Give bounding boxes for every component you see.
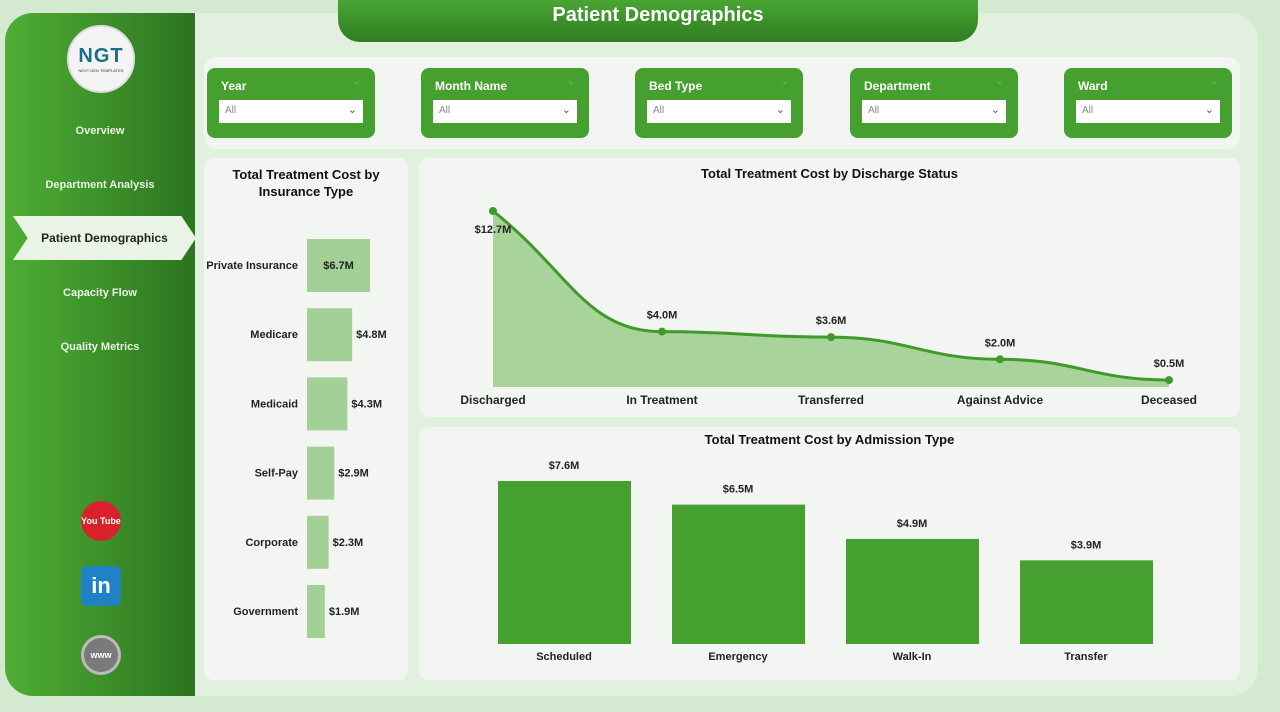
logo-subtitle: NEXT GEN TEMPLATES	[78, 68, 124, 73]
chevron-down-icon[interactable]: ⌄	[566, 76, 575, 87]
chevron-down-icon[interactable]: ⌄	[352, 76, 361, 87]
filter-label: Department	[864, 79, 931, 93]
filter-value: All	[653, 105, 665, 116]
filter-year[interactable]: Year ⌄ All ⌄	[207, 68, 375, 138]
sidebar: NGT NEXT GEN TEMPLATES Overview Departmen…	[5, 13, 196, 696]
filter-department[interactable]: Department ⌄ All ⌄	[850, 68, 1018, 138]
filter-dropdown[interactable]: All ⌄	[433, 100, 577, 123]
chevron-down-icon: ⌄	[561, 104, 571, 116]
filter-value: All	[1082, 105, 1094, 116]
filter-value: All	[439, 105, 451, 116]
chevron-down-icon[interactable]: ⌄	[995, 76, 1004, 87]
linkedin-icon[interactable]: in	[81, 566, 121, 606]
admission-chart-panel: Total Treatment Cost by Admission Type	[419, 427, 1240, 680]
sidebar-item-quality-metrics[interactable]: Quality Metrics	[60, 341, 140, 353]
filter-bed-type[interactable]: Bed Type ⌄ All ⌄	[635, 68, 803, 138]
page-title: Patient Demographics	[338, 0, 978, 42]
insurance-chart-panel: Total Treatment Cost by Insurance Type	[204, 158, 408, 680]
sidebar-item-patient-demographics[interactable]: Patient Demographics	[13, 216, 196, 260]
chevron-down-icon[interactable]: ⌄	[780, 76, 789, 87]
filter-label: Bed Type	[649, 79, 703, 93]
chevron-down-icon[interactable]: ⌄	[1209, 76, 1218, 87]
filter-dropdown[interactable]: All ⌄	[647, 100, 791, 123]
filter-label: Ward	[1078, 79, 1108, 93]
chart-title: Total Treatment Cost by Admission Type	[704, 432, 955, 447]
filter-label: Month Name	[435, 79, 507, 93]
chart-title: Total Treatment Cost by Insurance Type	[232, 167, 380, 199]
sidebar-item-department-analysis[interactable]: Department Analysis	[45, 179, 155, 191]
logo-text: NGT	[78, 45, 124, 67]
chart-title: Total Treatment Cost by Discharge Status	[701, 166, 958, 181]
filter-month-name[interactable]: Month Name ⌄ All ⌄	[421, 68, 589, 138]
filter-dropdown[interactable]: All ⌄	[1076, 100, 1220, 123]
chevron-down-icon: ⌄	[1204, 104, 1214, 116]
sidebar-item-capacity-flow[interactable]: Capacity Flow	[63, 287, 137, 299]
filter-value: All	[225, 105, 237, 116]
filter-dropdown[interactable]: All ⌄	[219, 100, 363, 123]
sidebar-item-overview[interactable]: Overview	[75, 125, 125, 137]
filter-dropdown[interactable]: All ⌄	[862, 100, 1006, 123]
chevron-down-icon: ⌄	[347, 104, 357, 116]
chevron-down-icon: ⌄	[990, 104, 1000, 116]
discharge-chart-panel: Total Treatment Cost by Discharge Status	[419, 158, 1240, 417]
youtube-icon[interactable]: You Tube	[81, 501, 121, 541]
filter-ward[interactable]: Ward ⌄ All ⌄	[1064, 68, 1232, 138]
globe-icon[interactable]: www	[81, 635, 121, 675]
logo: NGT NEXT GEN TEMPLATES	[67, 25, 135, 93]
filter-value: All	[868, 105, 880, 116]
chevron-down-icon: ⌄	[775, 104, 785, 116]
filter-label: Year	[221, 79, 247, 93]
